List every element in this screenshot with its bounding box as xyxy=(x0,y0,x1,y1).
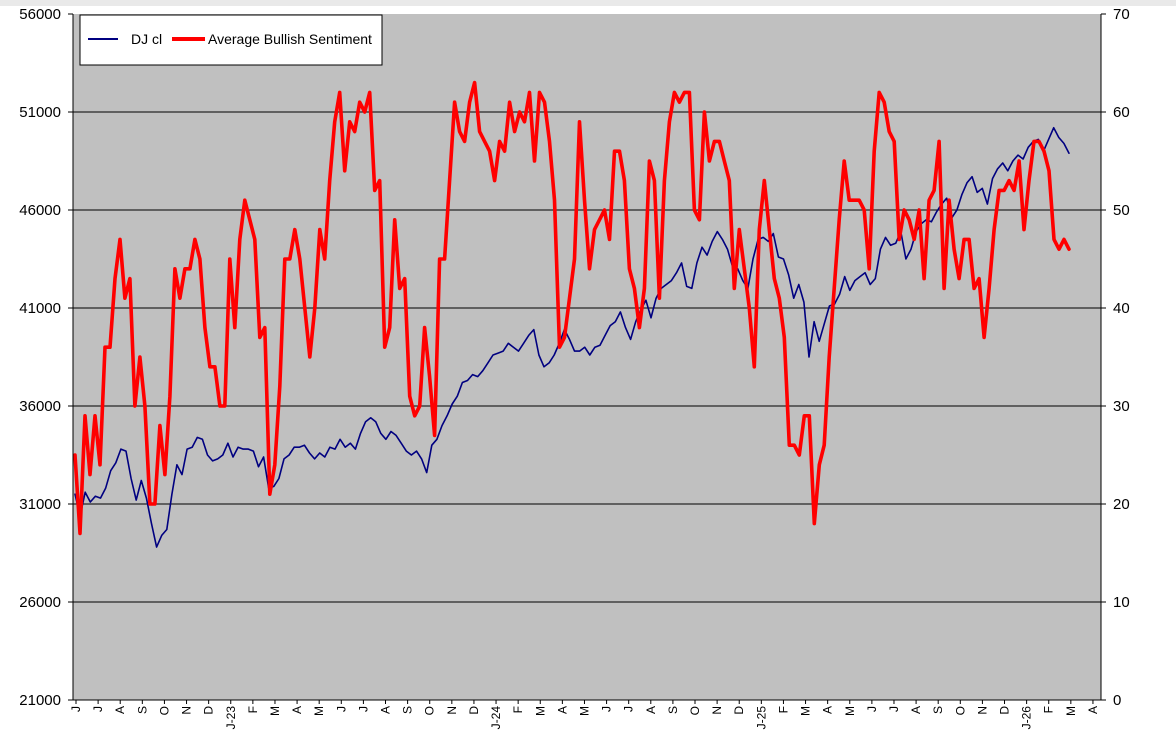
x-tick-label: J xyxy=(69,706,83,712)
y-left-tick-label: 51000 xyxy=(19,104,61,121)
x-tick-label: M xyxy=(799,706,813,716)
grid-lines xyxy=(73,111,1101,603)
x-tick-label: S xyxy=(401,706,415,714)
y-left-tick-label: 46000 xyxy=(19,202,61,219)
y-right-tick-label: 50 xyxy=(1113,202,1130,219)
x-tick-label: S xyxy=(666,706,680,714)
x-tick-label: A xyxy=(909,706,923,714)
x-tick-label: J xyxy=(334,706,348,712)
x-tick-label: D xyxy=(732,706,746,715)
y-left-tick-label: 56000 xyxy=(19,6,61,23)
x-tick-label: M xyxy=(312,706,326,716)
series-lines xyxy=(73,80,1071,548)
x-tick-label: J xyxy=(91,706,105,712)
x-tick-label: N xyxy=(710,706,724,715)
x-tick-label: N xyxy=(445,706,459,715)
x-tick-label: J-25 xyxy=(754,706,768,730)
x-tick-label: J-23 xyxy=(224,706,238,730)
x-tick-label: J-26 xyxy=(1020,706,1034,730)
x-tick-label: M xyxy=(843,706,857,716)
x-tick-label: N xyxy=(975,706,989,715)
x-tick-label: J xyxy=(887,706,901,712)
x-tick-label: O xyxy=(157,706,171,715)
y-left-tick-label: 21000 xyxy=(19,692,61,709)
series-line-bullish xyxy=(73,80,1071,536)
y-left-tick-label: 31000 xyxy=(19,496,61,513)
x-tick-label: A xyxy=(821,706,835,714)
x-tick-label: A xyxy=(290,706,304,714)
axes: 21000 26000 31000 36000 41000 46000 51000 56000… xyxy=(19,6,1129,729)
y-left-tick-label: 41000 xyxy=(19,300,61,317)
y-right-tick-label: 70 xyxy=(1113,6,1130,23)
series-line-dj xyxy=(74,126,1070,548)
x-tick-label: A xyxy=(644,706,658,714)
window-top-strip xyxy=(0,0,1176,6)
x-tick-label: S xyxy=(931,706,945,714)
x-tick-label: J xyxy=(600,706,614,712)
y-right-tick-label: 0 xyxy=(1113,692,1121,709)
legend-label-bullish: Average Bullish Sentiment xyxy=(208,31,372,47)
x-tick-label: D xyxy=(998,706,1012,715)
x-tick-label: O xyxy=(688,706,702,715)
x-tick-label: J xyxy=(356,706,370,712)
x-tick-label: F xyxy=(776,706,790,713)
x-tick-label: D xyxy=(467,706,481,715)
x-tick-label: F xyxy=(511,706,525,713)
y-right-tick-label: 20 xyxy=(1113,496,1130,513)
x-tick-label: N xyxy=(180,706,194,715)
x-tick-label: O xyxy=(953,706,967,715)
y-right-tick-label: 40 xyxy=(1113,300,1130,317)
legend-box xyxy=(79,14,383,66)
x-tick-label: M xyxy=(268,706,282,716)
legend: DJ cl Average Bullish Sentiment xyxy=(79,14,383,66)
x-tick-label: O xyxy=(423,706,437,715)
y-left-tick-label: 36000 xyxy=(19,398,61,415)
x-tick-label: D xyxy=(202,706,216,715)
legend-label-dj: DJ cl xyxy=(131,31,162,47)
plot-area xyxy=(73,14,1101,700)
y-right-tick-label: 60 xyxy=(1113,104,1130,121)
x-tick-label: M xyxy=(577,706,591,716)
x-tick-label: A xyxy=(113,706,127,714)
x-tick-label: A xyxy=(379,706,393,714)
x-tick-label: S xyxy=(135,706,149,714)
x-tick-label: J xyxy=(622,706,636,712)
x-tick-label: A xyxy=(1086,706,1100,714)
x-tick-label: A xyxy=(555,706,569,714)
x-tick-label: M xyxy=(1064,706,1078,716)
x-tick-label: F xyxy=(246,706,260,713)
x-tick-label: J xyxy=(865,706,879,712)
x-tick-label: J-24 xyxy=(489,706,503,730)
x-tick-label: F xyxy=(1042,706,1056,713)
x-tick-label: M xyxy=(533,706,547,716)
y-right-tick-label: 10 xyxy=(1113,594,1130,611)
y-left-tick-label: 26000 xyxy=(19,594,61,611)
y-right-tick-label: 30 xyxy=(1113,398,1130,415)
plot-background xyxy=(73,14,1101,700)
